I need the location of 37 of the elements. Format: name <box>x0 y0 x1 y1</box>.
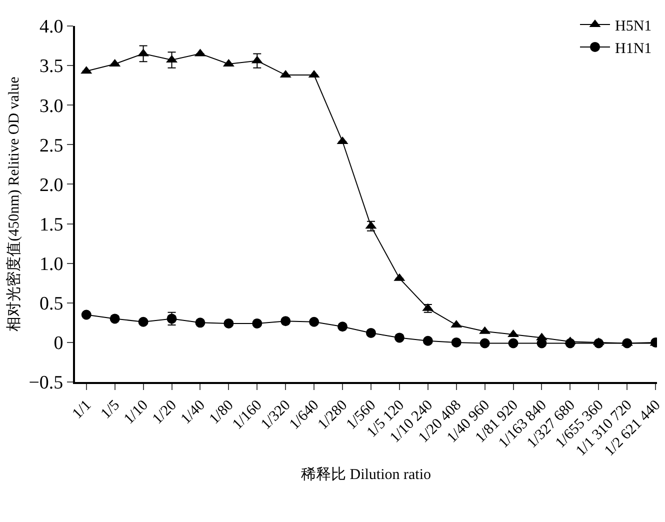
point <box>480 338 490 348</box>
point <box>81 310 92 320</box>
y-axis-title: 相对光密度值(450nm) Relitive OD value <box>5 76 22 332</box>
y-tick-label: 1.0 <box>39 254 64 275</box>
point <box>195 318 206 328</box>
point <box>110 314 120 324</box>
x-tick-label: 1/20 <box>150 397 180 428</box>
y-tick-label: 1.5 <box>39 214 64 236</box>
point <box>394 332 404 343</box>
point <box>622 338 632 348</box>
x-axis-title: 稀释比 Dilution ratio <box>301 466 431 483</box>
point <box>422 336 433 346</box>
legend-label: H5N1 <box>615 18 652 34</box>
point <box>366 328 376 338</box>
y-tick-label: 2.5 <box>39 135 64 156</box>
point <box>451 337 462 348</box>
y-tick-label: 4.0 <box>39 16 64 38</box>
point <box>594 338 604 348</box>
point <box>138 316 148 327</box>
y-tick-label: 2.0 <box>39 174 64 196</box>
x-tick-label: 1/10 <box>121 397 152 428</box>
point <box>338 322 348 332</box>
y-tick-label: 0.5 <box>39 294 64 315</box>
x-tick-label: 1/40 <box>178 397 208 428</box>
y-tick-label: −0.5 <box>28 372 64 394</box>
point <box>508 338 518 348</box>
y-tick-label: 3.5 <box>39 56 64 78</box>
point <box>565 338 576 348</box>
point <box>280 316 291 326</box>
point <box>309 316 320 327</box>
x-tick-label: 1/5 <box>98 397 123 422</box>
y-tick-label: 3.0 <box>39 96 64 117</box>
legend-label: H1N1 <box>615 40 652 57</box>
y-tick-label: 0 <box>54 333 64 354</box>
x-tick-label: 1/1 <box>70 397 95 422</box>
point <box>252 318 262 328</box>
point <box>224 318 234 328</box>
